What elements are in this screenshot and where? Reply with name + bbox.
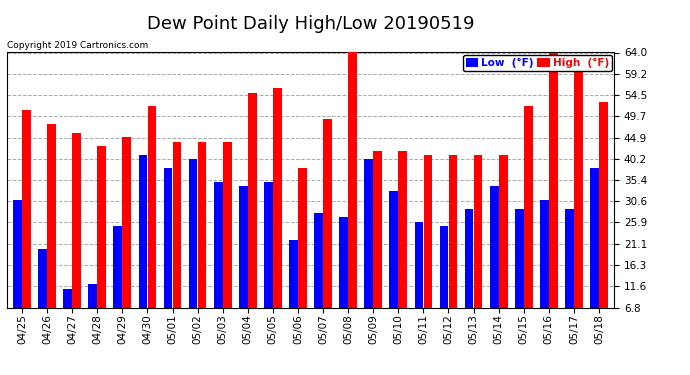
- Bar: [289, 240, 298, 338]
- Bar: [13, 200, 22, 338]
- Bar: [515, 209, 524, 338]
- Bar: [565, 209, 574, 338]
- Bar: [415, 222, 423, 338]
- Bar: [448, 155, 457, 338]
- Bar: [490, 186, 499, 338]
- Bar: [389, 191, 398, 338]
- Bar: [348, 48, 357, 338]
- Bar: [47, 124, 56, 338]
- Bar: [440, 226, 449, 338]
- Bar: [239, 186, 248, 338]
- Bar: [139, 155, 147, 338]
- Bar: [148, 106, 157, 338]
- Bar: [198, 142, 206, 338]
- Bar: [122, 137, 131, 338]
- Bar: [424, 155, 433, 338]
- Bar: [540, 200, 549, 338]
- Bar: [63, 289, 72, 338]
- Bar: [72, 133, 81, 338]
- Bar: [298, 168, 307, 338]
- Bar: [464, 209, 473, 338]
- Bar: [22, 111, 31, 338]
- Text: Dew Point Daily High/Low 20190519: Dew Point Daily High/Low 20190519: [147, 15, 474, 33]
- Bar: [524, 106, 533, 338]
- Bar: [314, 213, 323, 338]
- Bar: [474, 155, 482, 338]
- Bar: [88, 284, 97, 338]
- Text: Copyright 2019 Cartronics.com: Copyright 2019 Cartronics.com: [7, 41, 148, 50]
- Bar: [364, 159, 373, 338]
- Bar: [97, 146, 106, 338]
- Bar: [339, 217, 348, 338]
- Bar: [38, 249, 47, 338]
- Bar: [223, 142, 232, 338]
- Bar: [248, 93, 257, 338]
- Bar: [574, 66, 583, 338]
- Bar: [214, 182, 223, 338]
- Bar: [549, 53, 558, 338]
- Bar: [113, 226, 122, 338]
- Legend: Low  (°F), High  (°F): Low (°F), High (°F): [462, 55, 612, 71]
- Bar: [273, 88, 282, 338]
- Bar: [323, 119, 332, 338]
- Bar: [172, 142, 181, 338]
- Bar: [398, 151, 407, 338]
- Bar: [590, 168, 599, 338]
- Bar: [499, 155, 508, 338]
- Bar: [599, 102, 608, 338]
- Bar: [264, 182, 273, 338]
- Bar: [188, 159, 197, 338]
- Bar: [373, 151, 382, 338]
- Bar: [164, 168, 172, 338]
